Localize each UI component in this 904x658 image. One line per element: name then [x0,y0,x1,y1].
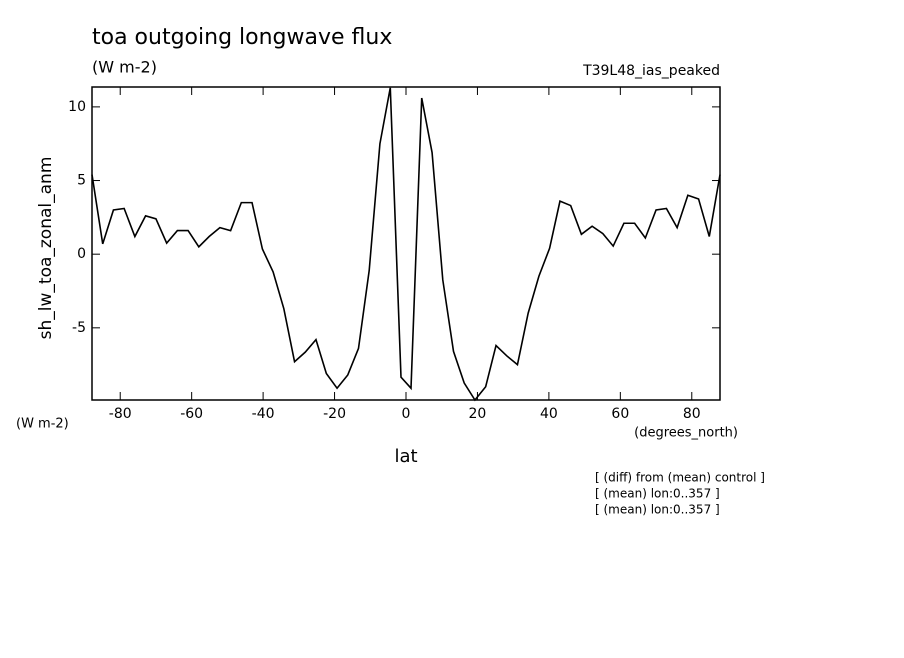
data-line [91,87,721,402]
y-tick-label: 5 [77,173,86,189]
run-label: T39L48_ias_peaked [582,63,720,79]
note: [ (diff) from (mean) control ] [595,471,765,485]
x-tick-label: 60 [611,406,629,422]
x-tick-label: 0 [402,406,411,422]
x-tick-label: -20 [323,406,346,422]
x-units: (degrees_north) [634,426,738,441]
note: [ (mean) lon:0..357 ] [595,503,720,517]
x-tick-label: -60 [180,406,203,422]
y-tick-label: 10 [68,99,86,115]
chart-title: toa outgoing longwave flux [92,25,392,50]
x-tick-label: 20 [469,406,487,422]
subtitle: (W m-2) [92,58,157,77]
y-tick-label: -5 [72,320,86,336]
y-units: (W m-2) [16,417,69,432]
x-axis-label: lat [394,446,417,467]
note: [ (mean) lon:0..357 ] [595,487,720,501]
plot-frame [91,86,721,401]
x-tick-label: -40 [252,406,275,422]
x-tick-label: 40 [540,406,558,422]
y-axis-label: sh_lw_toa_zonal_anm [36,157,56,340]
x-tick-label: 80 [683,406,701,422]
x-tick-label: -80 [109,406,132,422]
y-tick-label: 0 [77,246,86,262]
